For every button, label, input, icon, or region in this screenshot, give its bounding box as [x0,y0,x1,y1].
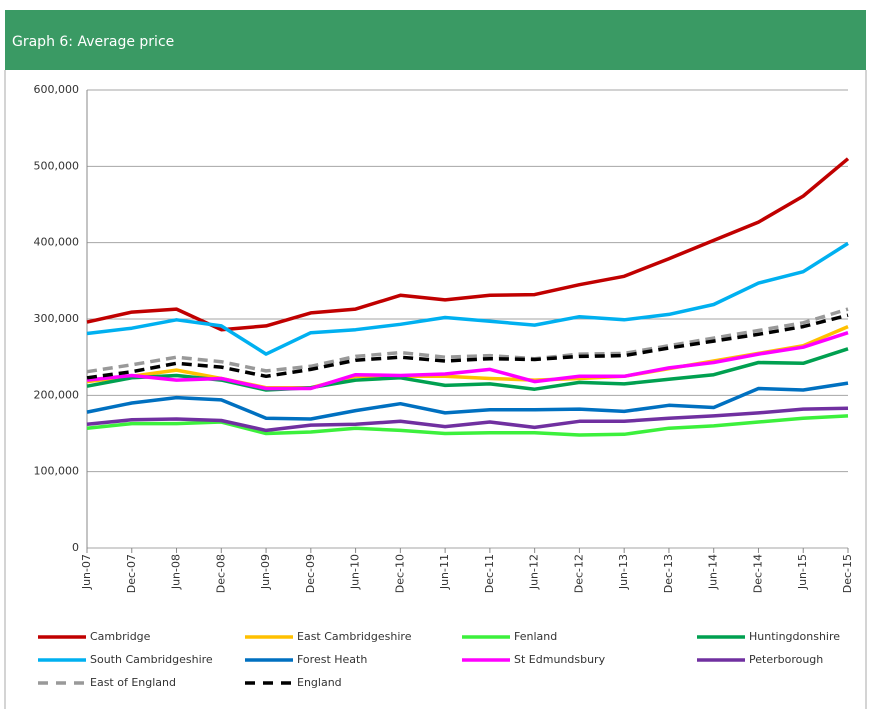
x-tick-label: Jun-15 [796,554,809,590]
y-tick-label: 200,000 [34,388,80,401]
x-tick-label: Dec-15 [841,554,854,593]
y-tick-label: 600,000 [34,83,80,96]
series-line [86,157,850,332]
x-tick-label: Dec-13 [662,554,675,593]
x-tick-label: Jun-10 [349,554,362,590]
legend-label: Cambridge [90,630,151,643]
x-tick-label: Dec-14 [751,554,764,593]
series-line [86,307,849,374]
series-line [86,381,849,421]
y-tick-label: 100,000 [34,465,80,478]
chart-title: Graph 6: Average price [12,34,174,50]
x-tick-label: Jun-07 [80,554,93,590]
x-tick-label: Dec-12 [572,554,585,593]
x-tick-label: Dec-07 [125,554,138,593]
legend-label: Huntingdonshire [749,630,840,643]
legend-label: St Edmundsbury [514,653,606,666]
legend-label: East of England [90,676,176,689]
y-tick-label: 500,000 [34,159,80,172]
series-line [86,414,849,437]
x-tick-label: Dec-11 [483,554,496,593]
x-tick-label: Dec-08 [214,554,227,593]
x-tick-label: Jun-12 [528,554,541,590]
series-line [86,313,849,380]
y-tick-label: 300,000 [34,312,80,325]
y-tick-label: 0 [72,541,79,554]
x-tick-label: Jun-08 [170,554,183,590]
y-tick-label: 400,000 [34,236,80,249]
legend-label: East Cambridgeshire [297,630,412,643]
series-line [86,331,849,391]
header-bar [5,10,866,70]
x-tick-label: Jun-14 [707,554,720,590]
x-tick-label: Jun-13 [617,554,630,590]
series-line [86,406,849,433]
x-tick-label: Jun-11 [438,554,451,590]
legend-label: Forest Heath [297,653,367,666]
legend-label: South Cambridgeshire [90,653,213,666]
series-line [86,241,849,356]
legend-label: Peterborough [749,653,823,666]
x-tick-label: Dec-10 [393,554,406,593]
x-tick-label: Jun-09 [259,554,272,590]
legend-label: England [297,676,342,689]
x-tick-label: Dec-09 [304,554,317,593]
legend-label: Fenland [514,630,557,643]
